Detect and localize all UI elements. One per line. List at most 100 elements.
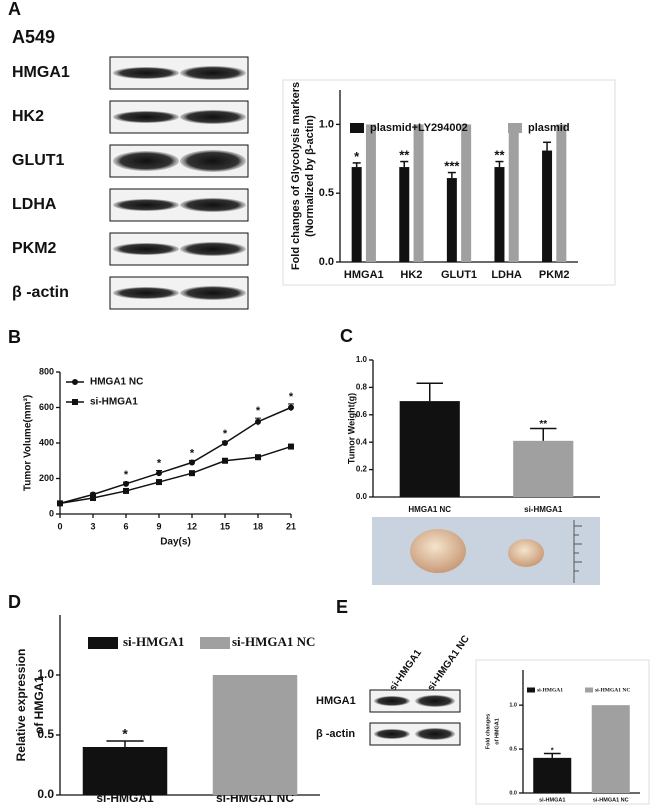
x-tick-label: HK2 xyxy=(400,269,422,281)
annotation: * xyxy=(354,149,360,164)
y-tick-label: 0.5 xyxy=(319,187,334,199)
blot-band xyxy=(180,198,246,212)
x-tick-label: si-HMGA1 NC xyxy=(593,797,629,803)
y-tick-label: 1.0 xyxy=(509,703,517,709)
blot-column-label: si-HMGA1 xyxy=(388,647,425,693)
y-tick-label: 1.0 xyxy=(356,355,368,364)
blot-column-label: si-HMGA1 NC xyxy=(426,634,472,694)
blot-row-label: HK2 xyxy=(12,108,44,125)
y-tick-label: 0.5 xyxy=(509,747,517,753)
legend-swatch xyxy=(88,637,118,649)
legend-label: si-HMGA1 NC xyxy=(595,687,630,693)
bar xyxy=(446,178,457,262)
marker xyxy=(189,470,195,477)
legend-label: plasmid xyxy=(528,122,570,134)
plot-frame xyxy=(475,659,650,805)
x-tick-label: 21 xyxy=(286,521,296,531)
bar xyxy=(542,150,553,262)
bar xyxy=(399,401,460,497)
y-axis-title: Tumor Weight(g) xyxy=(346,393,356,464)
bar xyxy=(556,124,567,263)
blot-row-label: HMGA1 xyxy=(12,64,70,81)
tumor-photo xyxy=(372,517,600,585)
blot-band xyxy=(415,728,455,740)
y-tick-label: 0.5 xyxy=(37,727,54,741)
y-tick-label: 0.0 xyxy=(356,492,368,501)
marker xyxy=(288,443,294,450)
blot-band xyxy=(180,66,246,80)
annotation: * xyxy=(122,726,128,742)
legend-label: HMGA1 NC xyxy=(90,377,143,388)
marker xyxy=(123,487,129,494)
annotation: ** xyxy=(399,147,410,162)
x-tick-label: 6 xyxy=(123,521,128,531)
annotation: ** xyxy=(539,419,547,430)
blot-band xyxy=(374,729,410,739)
annotation: * xyxy=(551,746,554,755)
blot-row-label: PKM2 xyxy=(12,240,57,257)
annotation: * xyxy=(190,447,195,459)
legend-swatch xyxy=(527,687,535,693)
legend-swatch xyxy=(585,687,593,693)
y-tick-label: 0.8 xyxy=(356,383,368,392)
blot-band xyxy=(180,150,246,172)
blot-band xyxy=(113,67,179,79)
y-axis-title: of HMGA1 xyxy=(32,676,46,734)
legend-marker xyxy=(72,399,78,405)
x-tick-label: HMGA1 xyxy=(344,269,384,281)
marker xyxy=(222,440,228,446)
blot-band xyxy=(113,111,179,123)
blot-row-label: LDHA xyxy=(12,196,57,213)
bar xyxy=(351,167,362,262)
legend-marker xyxy=(72,379,78,385)
legend-swatch xyxy=(350,123,364,133)
panel-label: E xyxy=(336,597,348,617)
legend-swatch xyxy=(508,123,522,133)
bar xyxy=(508,124,519,263)
blot-band xyxy=(180,110,246,124)
blot-band xyxy=(113,199,179,211)
blot-band xyxy=(374,696,410,706)
bar xyxy=(494,167,505,262)
cell-line: A549 xyxy=(12,27,55,47)
annotation: * xyxy=(289,391,294,403)
x-tick-label: 3 xyxy=(90,521,95,531)
plot-frame xyxy=(282,79,616,286)
y-tick-label: 200 xyxy=(39,473,54,483)
annotation: * xyxy=(157,457,162,469)
y-tick-label: 0.0 xyxy=(37,787,54,801)
marker xyxy=(255,454,261,461)
bar xyxy=(82,747,168,795)
x-tick-label: 15 xyxy=(220,521,230,531)
legend-label: plasmid+LY294002 xyxy=(370,122,468,134)
annotation: * xyxy=(124,469,129,481)
x-tick-label: 9 xyxy=(156,521,161,531)
y-tick-label: 0.2 xyxy=(356,465,368,474)
bar xyxy=(591,705,630,793)
blot-band xyxy=(180,242,246,256)
blot-band xyxy=(113,243,179,255)
x-tick-label: 12 xyxy=(187,521,197,531)
y-tick-label: 1.0 xyxy=(37,667,54,681)
x-tick-label: 0 xyxy=(57,521,62,531)
x-tick-label: si-HMGA1 xyxy=(524,505,563,514)
panel-label: D xyxy=(8,592,21,612)
blot-row-label: β -actin xyxy=(12,284,69,301)
marker xyxy=(156,470,162,477)
bar xyxy=(461,124,472,263)
annotation: *** xyxy=(444,158,460,173)
bar xyxy=(413,124,424,263)
panel-label: B xyxy=(8,327,21,347)
marker xyxy=(57,500,63,507)
panel-label: A xyxy=(8,0,21,19)
blot-row-label: HMGA1 xyxy=(316,695,356,707)
annotation: ** xyxy=(494,147,505,162)
blot-row-label: GLUT1 xyxy=(12,152,65,169)
bar xyxy=(399,167,410,262)
legend-label: si-HMGA1 NC xyxy=(232,634,315,649)
marker xyxy=(90,495,96,502)
y-axis-title: (Normalized by β-actin) xyxy=(304,115,316,237)
blot-band xyxy=(113,151,179,171)
blot-band xyxy=(415,695,455,707)
